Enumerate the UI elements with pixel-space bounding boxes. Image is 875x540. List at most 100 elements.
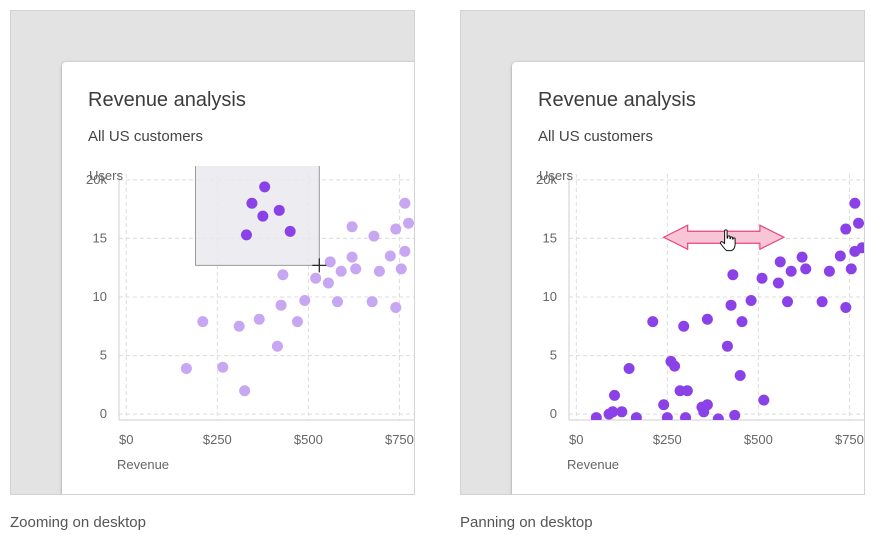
data-point-highlighted: [284, 225, 296, 237]
data-point: [609, 389, 621, 401]
x-tick-label: $750: [385, 432, 414, 447]
data-point: [729, 409, 741, 420]
card-title: Revenue analysis: [88, 89, 246, 111]
data-point: [834, 250, 846, 262]
x-tick-label: $250: [653, 432, 682, 447]
data-point: [346, 221, 358, 233]
data-point: [727, 269, 739, 281]
data-point: [271, 340, 283, 352]
data-point-highlighted: [240, 229, 252, 241]
x-axis-label: Revenue: [117, 457, 169, 472]
data-point: [658, 399, 670, 411]
double-arrow-icon: [662, 224, 786, 251]
x-tick-label: $0: [119, 432, 133, 447]
data-point: [745, 295, 757, 307]
data-point: [390, 302, 402, 314]
data-point: [680, 412, 692, 420]
data-point: [607, 406, 619, 418]
x-tick-label: $0: [569, 432, 583, 447]
crosshair-icon: [312, 258, 327, 273]
scatter-chart[interactable]: 0 5 10 15 20k $0 $250 $500 $750 Users Revenue: [512, 62, 865, 495]
x-tick-label: $500: [294, 432, 323, 447]
y-axis-label: Users: [89, 168, 123, 183]
chart-card: Revenue analysis All US customers 0 5 10 15…: [512, 62, 865, 495]
data-point: [384, 250, 396, 262]
data-point: [774, 256, 786, 268]
y-tick-label: 15: [93, 230, 107, 245]
y-tick-label: 20k: [86, 172, 107, 187]
zoom-selection-box: [194, 166, 320, 266]
y-tick-label: 0: [550, 406, 557, 421]
data-point: [678, 320, 690, 332]
data-point: [823, 265, 835, 277]
data-point: [856, 242, 864, 254]
data-point: [403, 217, 414, 229]
data-point: [616, 406, 628, 418]
data-point: [721, 340, 733, 352]
data-point: [816, 296, 828, 308]
data-point: [845, 263, 857, 275]
plot-area: [180, 166, 414, 397]
data-point: [368, 230, 380, 242]
data-point: [291, 316, 303, 328]
data-point: [590, 412, 602, 420]
data-point: [366, 296, 378, 308]
chart-card: Revenue analysis All US customers 0 5 10 15…: [62, 62, 415, 495]
data-point: [180, 362, 192, 374]
y-tick-label: 10: [543, 289, 557, 304]
pan-panel: Revenue analysis All US customers 0 5 10 15…: [460, 10, 865, 495]
data-point: [346, 251, 358, 263]
data-point: [399, 197, 411, 209]
card-title: Revenue analysis: [538, 89, 696, 111]
data-point-highlighted: [259, 181, 271, 193]
data-point-highlighted: [246, 197, 258, 209]
data-point: [350, 263, 362, 275]
data-point: [840, 302, 852, 314]
data-point: [785, 265, 797, 277]
data-point: [782, 296, 794, 308]
data-point: [253, 313, 265, 325]
data-point: [233, 320, 245, 332]
hand-pointer-icon: [719, 229, 736, 252]
x-tick-label: $750: [835, 432, 864, 447]
data-point: [701, 313, 713, 325]
data-point: [299, 295, 311, 307]
data-point: [734, 369, 746, 381]
plot-area: [590, 197, 864, 420]
data-point: [217, 361, 229, 373]
data-point: [840, 223, 852, 235]
card-subtitle: All US customers: [538, 128, 654, 145]
y-tick-label: 20k: [536, 172, 557, 187]
data-point: [399, 245, 411, 257]
y-tick-label: 10: [93, 289, 107, 304]
data-point: [335, 265, 347, 277]
data-point: [390, 223, 402, 235]
panel-caption: Zooming on desktop: [10, 514, 146, 531]
data-point: [756, 272, 768, 284]
data-point: [239, 385, 251, 397]
data-point: [197, 316, 209, 328]
data-point: [701, 399, 713, 411]
data-point: [647, 316, 659, 328]
card-subtitle: All US customers: [88, 128, 204, 145]
data-point: [324, 256, 336, 268]
y-tick-label: 5: [100, 348, 107, 363]
data-point: [772, 277, 784, 289]
data-point: [277, 269, 289, 281]
data-point: [725, 299, 737, 311]
data-point: [669, 360, 681, 372]
data-point: [322, 277, 334, 289]
data-point: [736, 316, 748, 328]
x-tick-label: $500: [744, 432, 773, 447]
data-point-highlighted: [273, 204, 285, 216]
scatter-chart[interactable]: 0 5 10 15 20k $0 $250 $500 $750 Users Revenue: [62, 62, 415, 495]
y-tick-label: 0: [100, 406, 107, 421]
data-point: [373, 265, 385, 277]
zoom-panel: Revenue analysis All US customers 0 5 10 15…: [10, 10, 415, 495]
data-point: [853, 217, 864, 229]
y-tick-label: 5: [550, 348, 557, 363]
data-point-highlighted: [257, 210, 269, 222]
panel-caption: Panning on desktop: [460, 514, 593, 531]
data-point: [275, 299, 287, 311]
data-point: [849, 197, 861, 209]
